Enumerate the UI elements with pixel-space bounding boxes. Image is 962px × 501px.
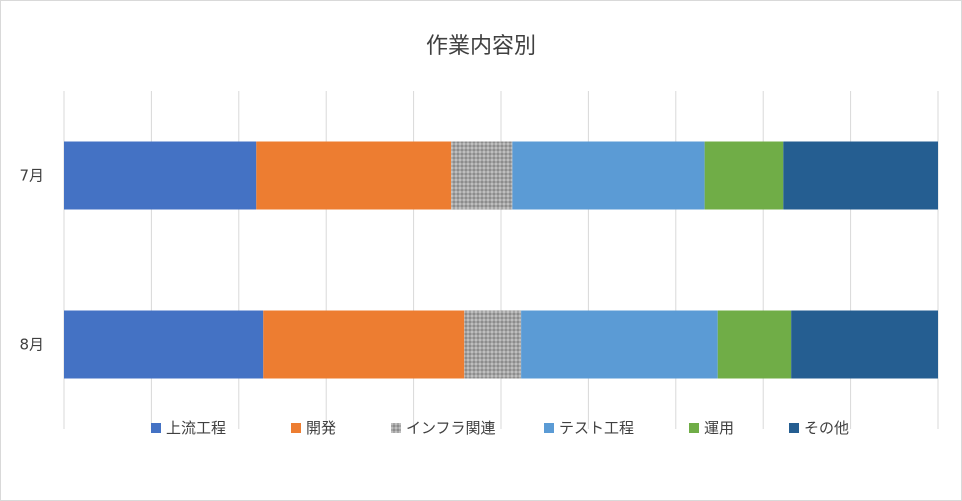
bar-segment [64, 141, 257, 210]
bar-layer [64, 141, 938, 379]
bar-segment [64, 310, 264, 379]
bar-segment [263, 310, 465, 379]
legend: 上流工程 開発 インフラ関連 テスト工程 運用 その他 [151, 419, 849, 437]
legend-label: テスト工程 [559, 419, 634, 437]
legend-swatch [291, 423, 301, 433]
bar-segment [256, 141, 452, 210]
legend-swatch [391, 423, 401, 433]
bar-segment [704, 141, 784, 210]
bar-segment [791, 310, 938, 379]
legend-label: その他 [804, 419, 849, 437]
bar-segment [451, 141, 513, 210]
category-axis: 7月 8月 [19, 167, 44, 354]
bar-segment [717, 310, 792, 379]
bar-segment [783, 141, 938, 210]
chart-title: 作業内容別 [426, 34, 536, 59]
legend-label: 開発 [306, 419, 336, 437]
bar-segment [464, 310, 522, 379]
category-tick-label: 7月 [19, 167, 44, 185]
bar-segment [512, 141, 705, 210]
legend-swatch [151, 423, 161, 433]
category-tick-label: 8月 [19, 336, 44, 354]
legend-label: 上流工程 [166, 419, 226, 437]
legend-swatch [689, 423, 699, 433]
legend-swatch [544, 423, 554, 433]
legend-label: インフラ関連 [406, 419, 496, 437]
legend-label: 運用 [704, 419, 734, 437]
bar-segment [521, 310, 718, 379]
legend-swatch [789, 423, 799, 433]
